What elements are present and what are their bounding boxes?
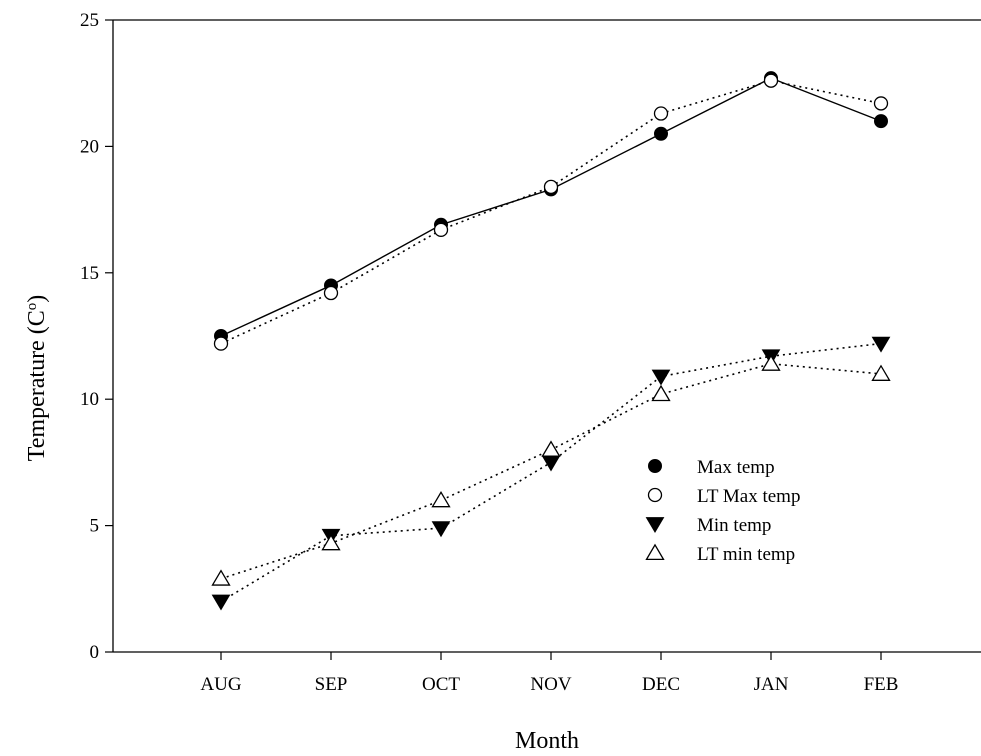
y-tick-label-10: 10: [80, 389, 99, 410]
x-tick-label-oct: OCT: [422, 674, 460, 695]
y-axis-title-suffix: ): [24, 295, 50, 303]
y-tick-label-25: 25: [80, 10, 99, 31]
point-lt-min-temp-dec: [651, 384, 671, 402]
legend-marker-1: [647, 487, 663, 503]
series-lt-max-temp: [213, 73, 889, 351]
x-tick-label-sep: SEP: [315, 674, 348, 695]
point-lt-max-temp-oct: [433, 222, 449, 237]
y-tick-label-5: 5: [90, 516, 100, 537]
legend-marker-0: [648, 459, 662, 473]
y-tick-label-20: 20: [80, 136, 99, 157]
legend-label-3: LT min temp: [697, 544, 795, 565]
point-min-temp-oct: [431, 521, 451, 538]
y-axis-title-main: Temperature (C: [24, 310, 50, 461]
x-tick-label-dec: DEC: [642, 674, 680, 695]
x-tick-label-nov: NOV: [530, 674, 571, 695]
point-max-temp-feb: [874, 114, 888, 129]
series-min-temp: [211, 336, 891, 611]
legend-label-2: Min temp: [697, 515, 771, 536]
legend: Max temp LT Max temp Min temp LT min temp: [645, 457, 800, 565]
point-lt-min-temp-nov: [541, 440, 561, 457]
point-lt-min-temp-aug: [211, 569, 231, 586]
point-lt-max-temp-feb: [873, 96, 889, 111]
legend-marker-2: [645, 517, 665, 534]
plot-axes: 0 5 10 15 20 25 AUG SEP OCT NOV DEC JAN FEB: [80, 10, 981, 695]
x-axis-title: Month: [515, 728, 579, 754]
point-lt-max-temp-dec: [653, 106, 669, 121]
series-max-temp: [214, 71, 888, 343]
y-tick-label-0: 0: [90, 642, 100, 663]
point-lt-min-temp-sep: [321, 533, 341, 551]
y-axis-title-sup: o: [24, 303, 40, 311]
point-lt-min-temp-oct: [431, 490, 451, 508]
point-lt-max-temp-aug: [213, 336, 229, 351]
point-min-temp-nov: [541, 455, 561, 472]
legend-label-0: Max temp: [697, 457, 775, 478]
x-tick-label-feb: FEB: [864, 674, 899, 695]
x-tick-label-jan: JAN: [754, 674, 789, 695]
legend-label-1: LT Max temp: [697, 486, 800, 507]
y-axis-title: Temperature (Co): [24, 295, 50, 461]
y-tick-label-15: 15: [80, 263, 99, 284]
x-tick-label-aug: AUG: [200, 674, 241, 695]
point-lt-max-temp-jan: [763, 73, 779, 88]
point-min-temp-aug: [211, 594, 231, 611]
point-min-temp-dec: [651, 369, 671, 386]
point-max-temp-dec: [654, 126, 668, 141]
point-min-temp-feb: [871, 336, 891, 353]
series-line-1: [220, 79, 882, 345]
point-lt-max-temp-sep: [323, 285, 339, 301]
point-lt-min-temp-feb: [871, 364, 891, 381]
series-layer: [211, 71, 891, 611]
point-lt-min-temp-jan: [761, 354, 781, 371]
series-lt-min-temp: [211, 354, 891, 586]
point-lt-max-temp-nov: [543, 179, 559, 194]
legend-marker-3: [645, 543, 665, 561]
